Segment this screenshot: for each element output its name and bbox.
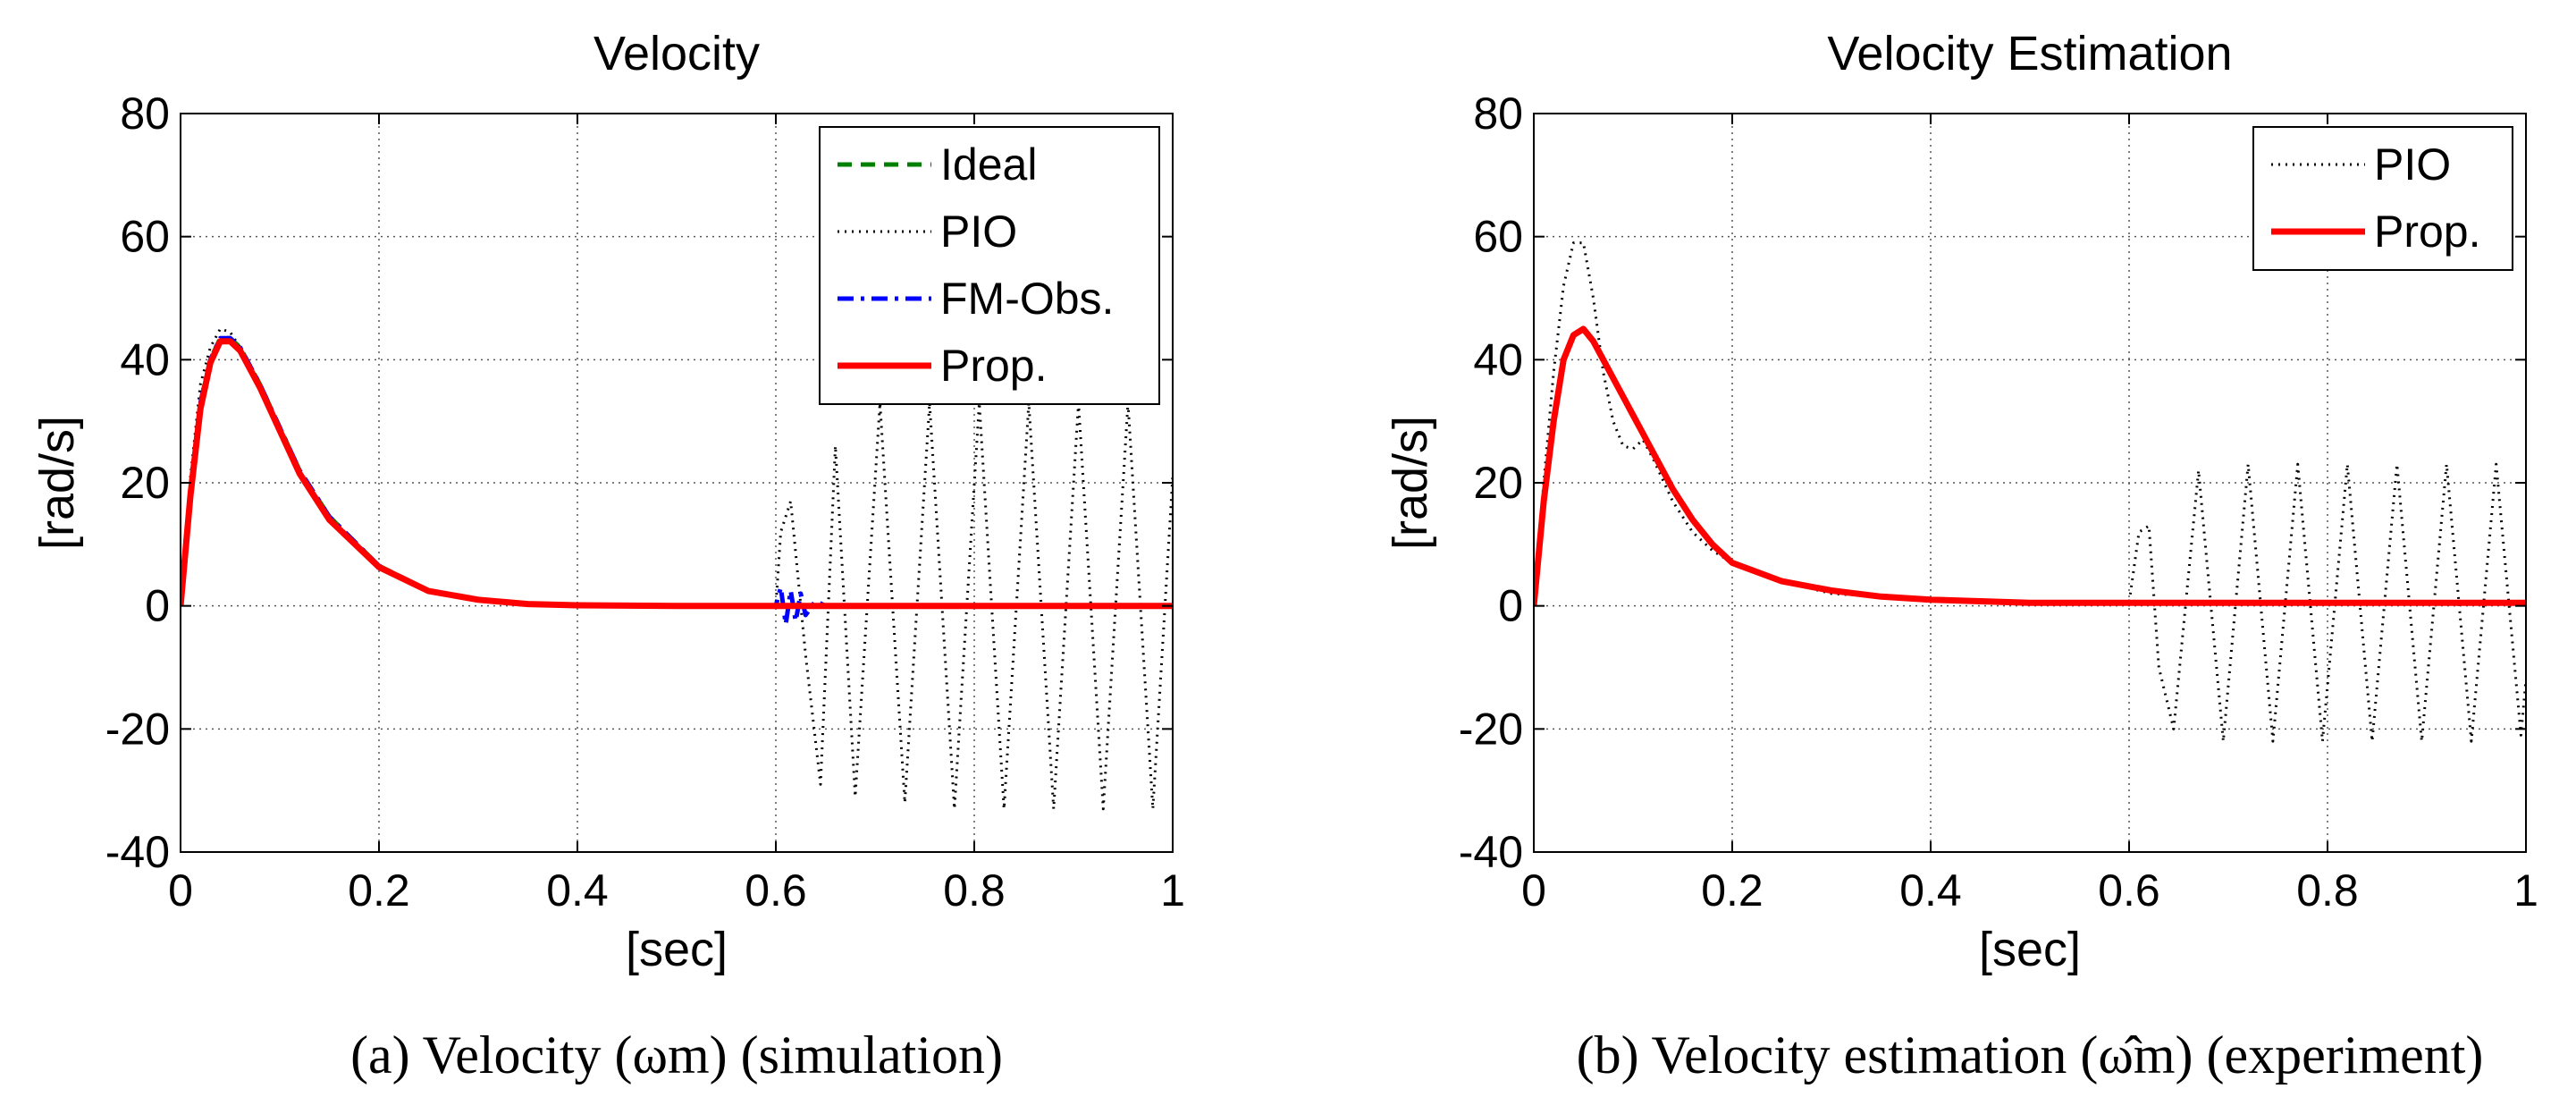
y-tick-label: 40 xyxy=(1473,334,1523,384)
y-tick-label: -40 xyxy=(1459,827,1523,877)
x-tick-label: 0.6 xyxy=(2098,865,2160,916)
y-tick-label: 20 xyxy=(1473,458,1523,508)
x-axis-label: [sec] xyxy=(1979,923,2081,976)
x-tick-label: 1 xyxy=(2513,865,2538,916)
y-axis-label: [rad/s] xyxy=(1384,416,1437,550)
chart-title: Velocity Estimation xyxy=(1827,27,2232,80)
chart-panel-velocity: 0 0.2 0.4 0.6 0.8 1 -40 -20 0 20 40 60 80 Velocity [se… xyxy=(30,27,1185,1084)
series-line-pio xyxy=(1534,241,2526,743)
legend-label: FM-Obs. xyxy=(940,274,1114,324)
y-tick-label: -40 xyxy=(105,827,170,877)
x-tick-label: 0.4 xyxy=(546,865,609,916)
legend: PIO Prop. xyxy=(2252,126,2513,271)
y-tick-label: 60 xyxy=(1473,212,1523,262)
legend-label: PIO xyxy=(940,207,1017,257)
x-axis-label: [sec] xyxy=(626,923,728,976)
legend-box xyxy=(819,126,1160,405)
x-tick-label: 0.6 xyxy=(745,865,807,916)
y-tick-label: -20 xyxy=(105,704,170,754)
legend-label: PIO xyxy=(2374,139,2451,190)
y-tick-label: 60 xyxy=(120,212,170,262)
x-tick-label: 0.2 xyxy=(1701,865,1764,916)
x-tick-label: 0.2 xyxy=(348,865,410,916)
x-tick-label: 1 xyxy=(1160,865,1185,916)
y-tick-label: -20 xyxy=(1459,704,1523,754)
x-tick-label: 0.8 xyxy=(2296,865,2359,916)
chart-panel-velocity-estimation: 0 0.2 0.4 0.6 0.8 1 -40 -20 0 20 40 60 80 Velocity Es… xyxy=(1384,27,2538,1084)
chart-title: Velocity xyxy=(593,27,760,80)
y-tick-label: 0 xyxy=(145,581,170,631)
y-axis-label: [rad/s] xyxy=(30,416,84,550)
figure-caption: (b) Velocity estimation (ω̂m) (experimen… xyxy=(1577,1025,2484,1084)
x-tick-label: 0 xyxy=(1521,865,1546,916)
y-tick-label: 80 xyxy=(120,89,170,139)
legend-label: Ideal xyxy=(940,139,1037,190)
series-line-prop xyxy=(181,338,1173,610)
x-tick-label: 0 xyxy=(168,865,193,916)
y-tick-label: 80 xyxy=(1473,89,1523,139)
series-line-prop xyxy=(1534,325,2526,607)
figure-caption: (a) Velocity (ωm) (simulation) xyxy=(350,1025,1003,1084)
legend: Ideal PIO FM-Obs. Prop. xyxy=(819,126,1160,405)
legend-label: Prop. xyxy=(940,341,1048,391)
legend-box xyxy=(2252,126,2513,271)
y-tick-label: 40 xyxy=(120,334,170,384)
x-tick-label: 0.8 xyxy=(943,865,1006,916)
y-tick-label: 20 xyxy=(120,458,170,508)
legend-label: Prop. xyxy=(2374,207,2481,257)
y-tick-label: 0 xyxy=(1498,581,1523,631)
x-tick-label: 0.4 xyxy=(1899,865,1962,916)
